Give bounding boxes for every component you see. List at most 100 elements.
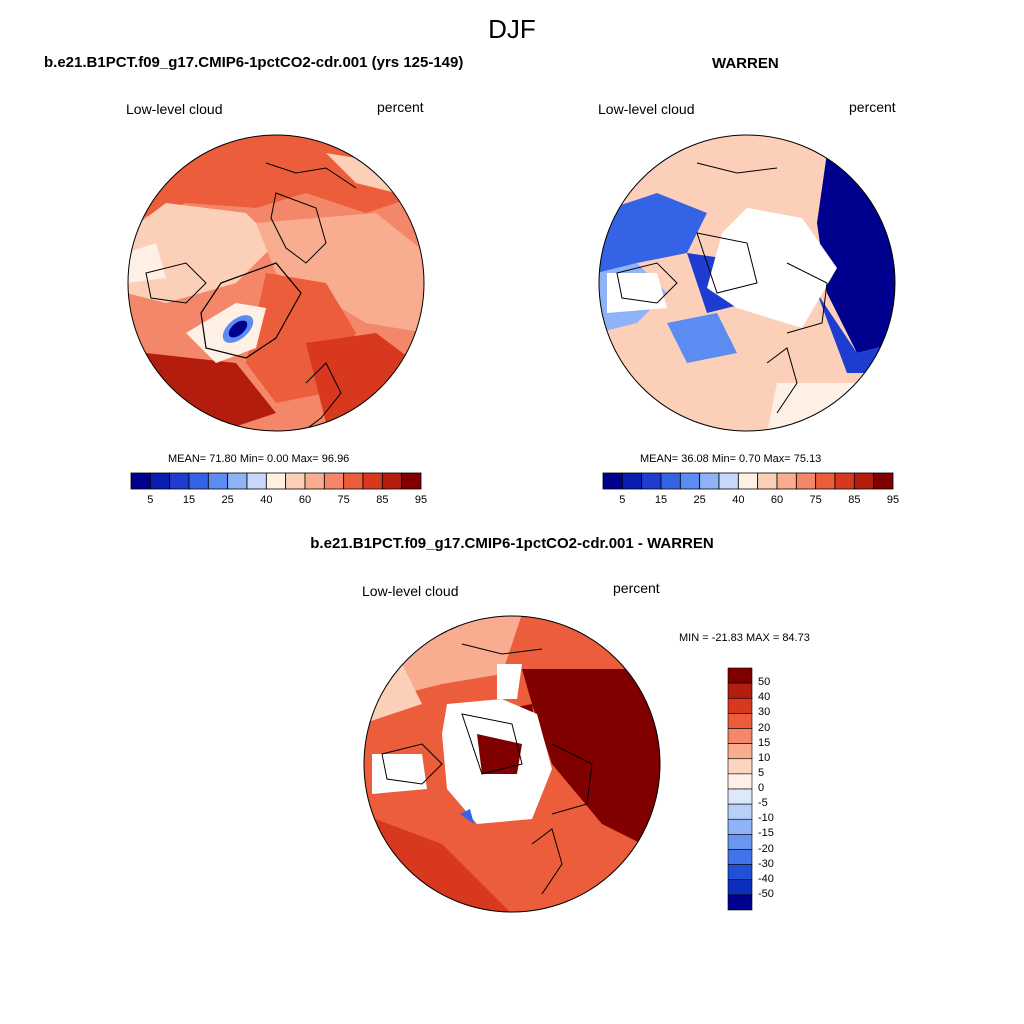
panel-2-colorbar-segment [795,472,817,490]
map-2-missing-west [607,273,667,313]
map-3-region-east-dark [522,669,660,854]
panel-1-colorbar-segment [130,472,151,490]
panel-3-colorbar-tick-label: 5 [758,766,765,779]
panel-1-colorbar-ticks: 5 15 25 40 60 75 85 95 [131,494,427,508]
panel-3-colorbar-segment [727,879,753,896]
panel-2-colorbar-segment [757,472,778,490]
panel-2-stats: MEAN= 36.08 Min= 0.70 Max= 75.13 [640,453,822,465]
panel-2-colorbar-segment [602,472,623,490]
map-1-coastline-siberia [265,162,357,189]
panel-3-colorbar-tick-label: -20 [758,842,774,855]
panel-3-title: b.e21.B1PCT.f09_g17.CMIP6-1pctCO2-cdr.00… [310,535,714,552]
panel-1-colorbar-segment [323,472,345,490]
map-3-negative-spot [460,809,474,824]
panel-3-colorbar-tick-label: -5 [758,797,768,810]
panel-1-colorbar-tick-label: 60 [298,494,312,506]
panel-2-polar-map [598,134,896,432]
map-1-coastline-europe [300,362,342,431]
panel-2-colorbar-segment [776,472,797,490]
panel-3-colorbar-segment [727,728,753,744]
map-1-boundary [127,134,425,432]
panel-3-colorbar-tick-label: 15 [758,736,771,749]
panel-1-colorbar-segment [265,472,287,490]
panel-1-colorbar-segment [401,472,422,490]
panel-1-colorbar-segment [188,472,209,490]
panel-2-colorbar-segment [679,472,701,490]
panel-3-colorbar-segment [727,773,753,790]
map-2-coastline-north [696,162,778,174]
panel-2-units-label: percent [849,99,896,115]
map-2-missing-north-wedge [747,208,772,243]
panel-1-units-label: percent [377,99,424,115]
panel-1-colorbar-segment [362,472,383,490]
panel-2-colorbar-tick-label: 95 [886,494,900,506]
panel-2-colorbar-segment [815,472,836,490]
panel-1-colorbar-tick-label: 25 [221,494,234,506]
panel-2-colorbar-segment [834,472,855,490]
panel-2-colorbar-tick-label: 60 [770,494,784,506]
map-3-missing-west [372,754,427,794]
map-2-coastline-arctic [696,232,758,294]
panel-2-variable-label: Low-level cloud [598,101,695,117]
map-3-coastline-arctic [461,713,523,775]
panel-1-colorbar-segment [285,472,306,490]
map-3-boundary [363,615,661,913]
panel-1-colorbar [130,472,422,490]
panel-3-colorbar-tick-label: 30 [758,706,771,719]
panel-1-colorbar-tick-label: 95 [414,494,428,506]
panel-2-colorbar-tick-label: 5 [619,494,626,506]
panel-2-colorbar-tick-label: 15 [654,494,668,506]
map-3-missing-north-wedge [497,664,522,699]
panel-3-stats: MIN = -21.83 MAX = 84.73 [679,632,810,644]
panel-2-colorbar-segment [737,472,759,490]
panel-3-colorbar-segment [727,834,753,850]
panel-3-colorbar-segment [727,864,753,881]
panel-2-colorbar-tick-label: 85 [848,494,861,506]
panel-3-colorbar-segment [727,849,753,865]
panel-3-colorbar-segment [727,818,753,835]
panel-3-colorbar-tick-label: -30 [758,857,774,870]
map-2-region-west-blue [599,193,707,273]
map-2-boundary [598,134,896,432]
panel-1-colorbar-segment [381,472,403,490]
panel-3-colorbar-tick-label: -50 [758,887,774,900]
panel-2-colorbar-segment [853,472,875,490]
panel-1-colorbar-tick-label: 75 [337,494,350,506]
panel-3-colorbar-tick-label: 40 [758,691,771,704]
panel-3-colorbar-tick-label: 0 [758,782,765,794]
figure-title: DJF [488,14,536,44]
map-1-region-arctic-light [256,213,424,333]
panel-3-colorbar-tick-label: 10 [758,751,771,764]
panel-3-colorbar-segment [727,894,753,911]
panel-2-colorbar-tick-label: 75 [809,494,822,506]
panel-1-colorbar-tick-label: 15 [182,494,196,506]
map-1-region-ne-blue [396,163,424,203]
map-1-coastline-greenland [200,262,302,359]
panel-1-title: b.e21.B1PCT.f09_g17.CMIP6-1pctCO2-cdr.00… [44,54,464,71]
panel-3-colorbar-segment [727,758,753,775]
panel-1-colorbar-tick-label: 40 [260,494,273,506]
map-1-coastline-canada [145,262,207,304]
panel-2-colorbar [602,472,894,490]
panel-1-colorbar-tick-label: 5 [147,494,154,506]
map-3-coastline-siberia [551,743,593,815]
panel-1-variable-label: Low-level cloud [126,101,223,117]
panel-3-variable-label: Low-level cloud [362,583,459,599]
panel-2-colorbar-segment [621,472,643,490]
map-2-coastline-europe [766,347,798,414]
panel-2-colorbar-segment [718,472,739,490]
panel-1-colorbar-segment [343,472,364,490]
panel-3-colorbar-tick-label: -15 [758,827,774,840]
panel-1-colorbar-segment [207,472,229,490]
panel-1-stats: MEAN= 71.80 Min= 0.00 Max= 96.96 [168,453,350,465]
map-3-coastline-europe [531,828,563,895]
map-3-region-center-core [477,734,522,774]
map-2-region-sw-blue [667,313,737,363]
map-1-greenland-low-core [228,320,248,338]
panel-3-colorbar-tick-label: -40 [758,872,774,885]
panel-3-units-label: percent [613,580,660,596]
panel-2-colorbar-tick-label: 25 [693,494,706,506]
panel-2-colorbar-segment [660,472,681,490]
map-2-coastline-siberia [786,262,828,334]
panel-3-colorbar-tick-label: 20 [758,721,771,734]
